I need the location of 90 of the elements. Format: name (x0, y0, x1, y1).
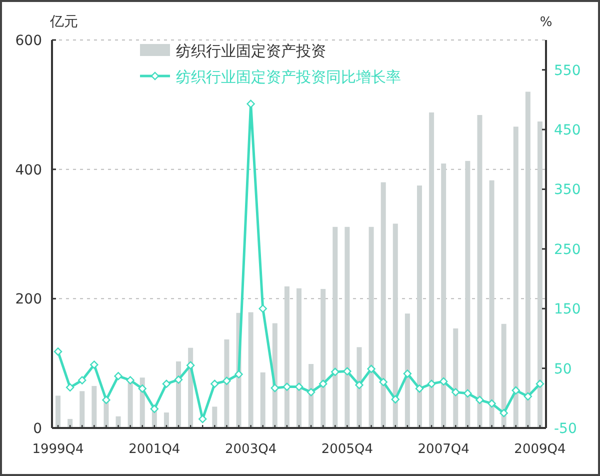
bar (392, 224, 398, 428)
bar (441, 164, 446, 428)
bar (404, 314, 410, 428)
point (126, 376, 134, 384)
bar (489, 180, 494, 428)
point (464, 389, 472, 398)
bar (80, 391, 85, 428)
point (512, 386, 520, 394)
x-tick-label: 2003Q4 (225, 442, 277, 457)
bar (356, 347, 362, 428)
x-tick-label: 2001Q4 (128, 442, 180, 457)
point (500, 408, 508, 418)
point (102, 396, 110, 404)
bar (332, 226, 338, 428)
point (488, 399, 496, 408)
point (379, 378, 388, 386)
x-tick-label: 1999Q4 (32, 442, 84, 457)
y-tick-label: 200 (15, 292, 42, 308)
point (222, 376, 231, 385)
bar (260, 372, 266, 428)
bar (176, 361, 182, 428)
bar (380, 182, 386, 428)
bar (344, 226, 350, 428)
y2-tick-label: 450 (554, 122, 581, 139)
y-axis-title: 亿元 (49, 14, 78, 30)
point (66, 383, 74, 392)
bar (224, 339, 230, 428)
point (536, 380, 544, 388)
bar (429, 112, 434, 428)
point (306, 388, 316, 396)
point (476, 396, 484, 404)
point (174, 376, 183, 384)
y2-tick-label: 150 (554, 302, 581, 318)
point (270, 384, 279, 392)
bar (513, 126, 518, 428)
point (343, 367, 352, 376)
y-tick-label: 400 (15, 162, 42, 178)
bar (308, 364, 314, 428)
bar (212, 406, 218, 428)
bar (164, 412, 169, 428)
point (78, 376, 86, 384)
legend-label: 纺织行业固定资产投资 (176, 42, 326, 60)
bar (296, 288, 302, 428)
point (54, 347, 62, 356)
bar (248, 312, 254, 428)
point (427, 380, 436, 388)
point (391, 395, 400, 404)
y2-tick-label: 50 (554, 361, 572, 378)
point (415, 384, 424, 393)
point (186, 361, 195, 370)
bar (465, 160, 470, 428)
point (367, 364, 376, 374)
bar (92, 386, 97, 428)
point (90, 360, 98, 369)
bar (477, 115, 482, 428)
x-tick-label: 2005Q4 (321, 442, 373, 457)
point (319, 380, 328, 388)
bar (501, 324, 506, 428)
y2-tick-label: 250 (554, 242, 581, 258)
point (331, 368, 340, 376)
point (439, 377, 448, 386)
point (452, 388, 460, 396)
point (138, 384, 146, 393)
point (162, 380, 171, 388)
point (210, 380, 219, 388)
y2-tick-label: 350 (554, 182, 581, 198)
point (355, 380, 364, 390)
point (114, 372, 122, 380)
point (403, 370, 412, 378)
point (246, 100, 255, 108)
point (150, 404, 159, 413)
bar (368, 226, 374, 428)
y2-tick-label: -50 (554, 421, 577, 437)
bar (525, 92, 530, 428)
point (234, 370, 243, 378)
bar (453, 328, 458, 428)
bar (56, 396, 61, 428)
x-tick-label: 2007Q4 (418, 442, 470, 457)
point (524, 392, 532, 400)
bar (416, 186, 422, 428)
bar (537, 121, 542, 428)
y2-tick-label: 550 (554, 62, 581, 79)
bar (284, 286, 290, 428)
y-tick-label: 0 (33, 421, 42, 437)
point (258, 304, 267, 313)
y-tick-label: 600 (15, 33, 42, 49)
x-tick-label: 2009Q4 (514, 442, 566, 457)
legend-label: 纺织行业固定资产投资同比增长率 (176, 68, 401, 86)
y2-axis-title: % (540, 15, 552, 30)
bar (320, 288, 326, 428)
